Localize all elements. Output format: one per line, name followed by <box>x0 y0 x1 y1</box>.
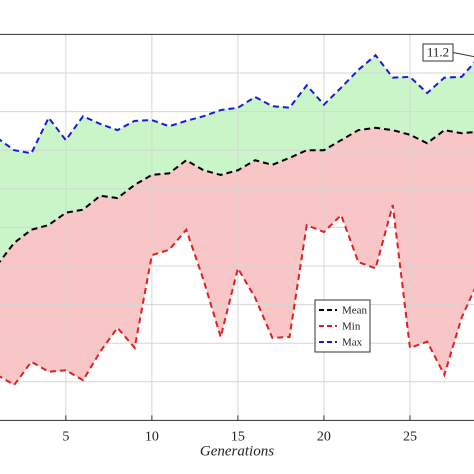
x-axis-label: Generations <box>200 443 274 459</box>
plot-frame <box>0 33 474 421</box>
band-fill <box>0 55 474 262</box>
series-line <box>0 204 474 387</box>
band-fill <box>0 127 474 385</box>
legend-label: Min <box>342 321 361 333</box>
legend-label: Max <box>342 337 363 349</box>
series-line <box>0 126 474 263</box>
x-tick-label: 20 <box>317 430 331 445</box>
x-tick-label: 25 <box>403 430 417 445</box>
x-tick-label: 15 <box>231 430 245 445</box>
x-tick-label: 10 <box>145 430 159 445</box>
legend-box <box>314 299 371 353</box>
legend-label: Mean <box>342 305 368 317</box>
plot-area <box>0 33 474 421</box>
annotation-box <box>422 43 454 62</box>
annotation-arrow <box>452 52 474 58</box>
x-tick-label: 5 <box>62 430 69 445</box>
annotation-label: 11.2 <box>427 44 449 59</box>
